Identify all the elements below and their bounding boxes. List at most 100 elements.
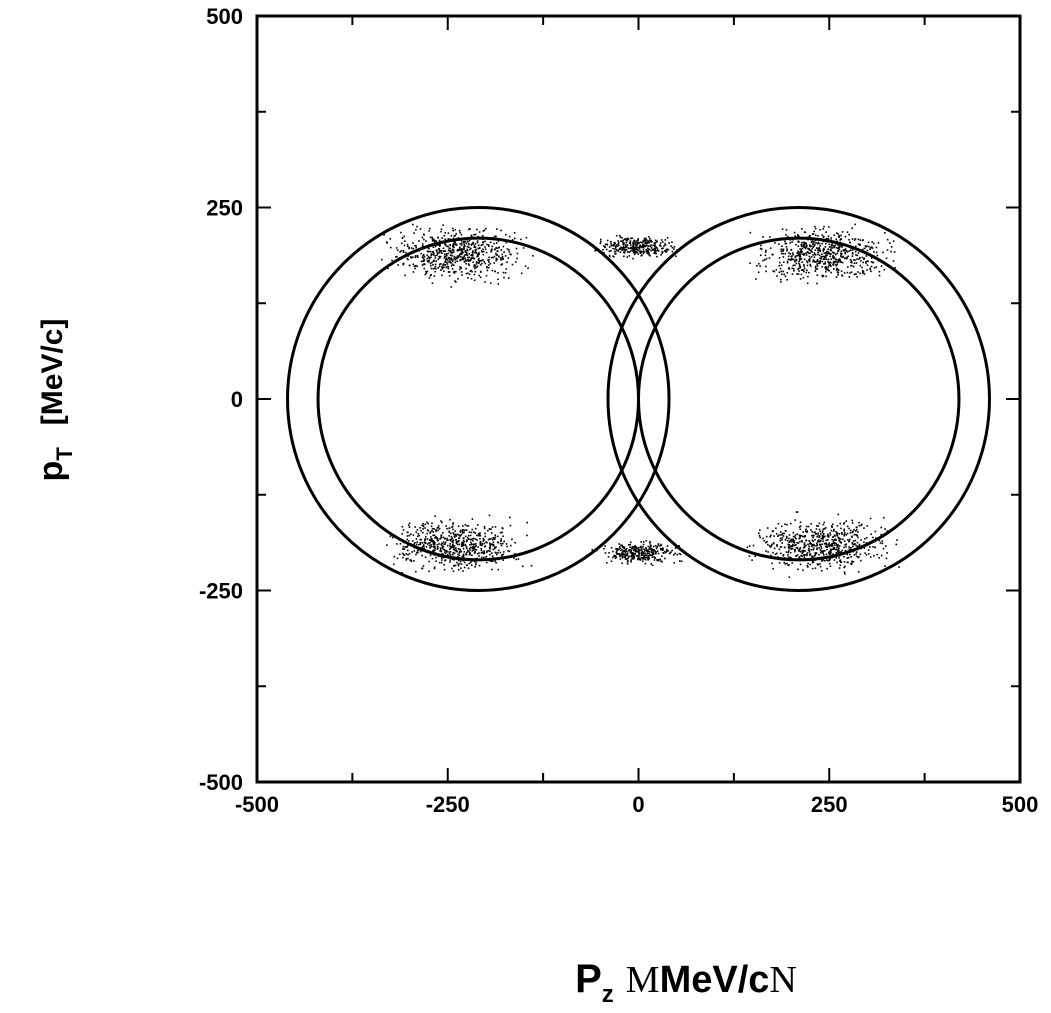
scatter-point bbox=[851, 253, 854, 255]
scatter-point bbox=[445, 525, 447, 527]
scatter-point bbox=[644, 558, 647, 561]
scatter-point bbox=[450, 538, 453, 541]
scatter-point bbox=[830, 549, 832, 552]
scatter-point bbox=[814, 265, 817, 268]
scatter-point bbox=[671, 549, 673, 552]
scatter-point bbox=[407, 553, 409, 556]
scatter-point bbox=[840, 527, 842, 530]
scatter-point bbox=[629, 244, 632, 246]
scatter-point bbox=[656, 255, 658, 258]
scatter-point bbox=[632, 558, 635, 560]
scatter-point bbox=[810, 241, 813, 243]
scatter-point bbox=[441, 552, 444, 555]
scatter-point bbox=[450, 259, 453, 261]
scatter-point bbox=[497, 272, 499, 274]
scatter-point bbox=[492, 256, 494, 259]
scatter-point bbox=[840, 561, 842, 564]
scatter-point bbox=[454, 549, 457, 552]
scatter-point bbox=[837, 545, 839, 547]
scatter-point bbox=[807, 562, 809, 565]
scatter-point bbox=[806, 530, 808, 532]
scatter-point bbox=[637, 241, 639, 244]
scatter-point bbox=[778, 271, 781, 274]
scatter-point bbox=[806, 564, 809, 567]
scatter-point bbox=[428, 256, 431, 259]
scatter-point bbox=[636, 243, 639, 246]
scatter-point bbox=[474, 243, 477, 245]
scatter-point bbox=[437, 258, 440, 261]
scatter-point bbox=[435, 529, 437, 531]
scatter-point bbox=[615, 551, 618, 553]
scatter-point bbox=[653, 242, 656, 244]
scatter-point bbox=[827, 559, 829, 562]
scatter-point bbox=[629, 543, 631, 546]
scatter-point bbox=[491, 568, 493, 571]
scatter-point bbox=[516, 257, 518, 260]
scatter-point bbox=[443, 548, 445, 551]
scatter-point bbox=[615, 246, 617, 249]
scatter-point bbox=[664, 250, 667, 253]
scatter-point bbox=[876, 254, 879, 257]
scatter-point bbox=[820, 551, 822, 554]
scatter-point bbox=[817, 534, 819, 536]
scatter-point bbox=[452, 533, 455, 535]
scatter-point bbox=[615, 556, 618, 558]
scatter-point bbox=[486, 541, 488, 544]
scatter-point bbox=[636, 251, 638, 254]
scatter-point bbox=[451, 263, 454, 266]
scatter-point bbox=[786, 235, 789, 238]
scatter-point bbox=[500, 264, 503, 266]
scatter-point bbox=[886, 249, 889, 251]
scatter-point bbox=[837, 268, 839, 271]
scatter-point bbox=[613, 554, 616, 557]
scatter-point bbox=[766, 540, 768, 543]
scatter-point bbox=[455, 549, 458, 551]
scatter-point bbox=[399, 251, 401, 253]
scatter-point bbox=[875, 246, 878, 249]
scatter-point bbox=[785, 246, 788, 248]
scatter-point bbox=[434, 542, 436, 544]
scatter-point bbox=[853, 239, 856, 241]
scatter-point bbox=[781, 228, 784, 230]
scatter-point bbox=[651, 240, 653, 243]
scatter-point bbox=[654, 556, 656, 559]
scatter-point bbox=[790, 557, 792, 559]
scatter-point bbox=[444, 559, 447, 561]
scatter-point bbox=[422, 525, 425, 528]
scatter-point bbox=[851, 252, 854, 254]
scatter-point bbox=[639, 559, 642, 561]
scatter-point bbox=[506, 545, 508, 548]
scatter-point bbox=[640, 254, 643, 257]
scatter-point bbox=[806, 552, 809, 554]
scatter-point bbox=[412, 534, 415, 536]
scatter-point bbox=[620, 240, 623, 242]
scatter-point bbox=[604, 552, 607, 554]
scatter-point bbox=[804, 550, 806, 552]
scatter-point bbox=[791, 273, 794, 275]
scatter-point bbox=[798, 252, 801, 254]
scatter-point bbox=[426, 538, 429, 540]
scatter-point bbox=[462, 547, 465, 550]
scatter-point bbox=[506, 248, 509, 250]
scatter-point bbox=[511, 538, 513, 541]
scatter-point bbox=[494, 534, 496, 537]
scatter-point bbox=[440, 250, 443, 252]
x-tick-label: -250 bbox=[426, 792, 470, 817]
scatter-point bbox=[441, 542, 443, 545]
scatter-point bbox=[788, 576, 791, 578]
scatter-point bbox=[623, 546, 625, 548]
scatter-point bbox=[833, 246, 835, 249]
scatter-point bbox=[472, 549, 475, 551]
scatter-point bbox=[445, 261, 447, 263]
scatter-point bbox=[815, 528, 818, 530]
scatter-point bbox=[495, 242, 498, 244]
scatter-point bbox=[497, 278, 499, 281]
scatter-point bbox=[635, 550, 637, 553]
scatter-point bbox=[835, 264, 838, 266]
scatter-point bbox=[468, 256, 470, 259]
scatter-point bbox=[791, 258, 794, 261]
scatter-point bbox=[611, 556, 614, 559]
scatter-point bbox=[414, 255, 417, 257]
scatter-point bbox=[825, 539, 827, 542]
scatter-point bbox=[809, 245, 811, 248]
